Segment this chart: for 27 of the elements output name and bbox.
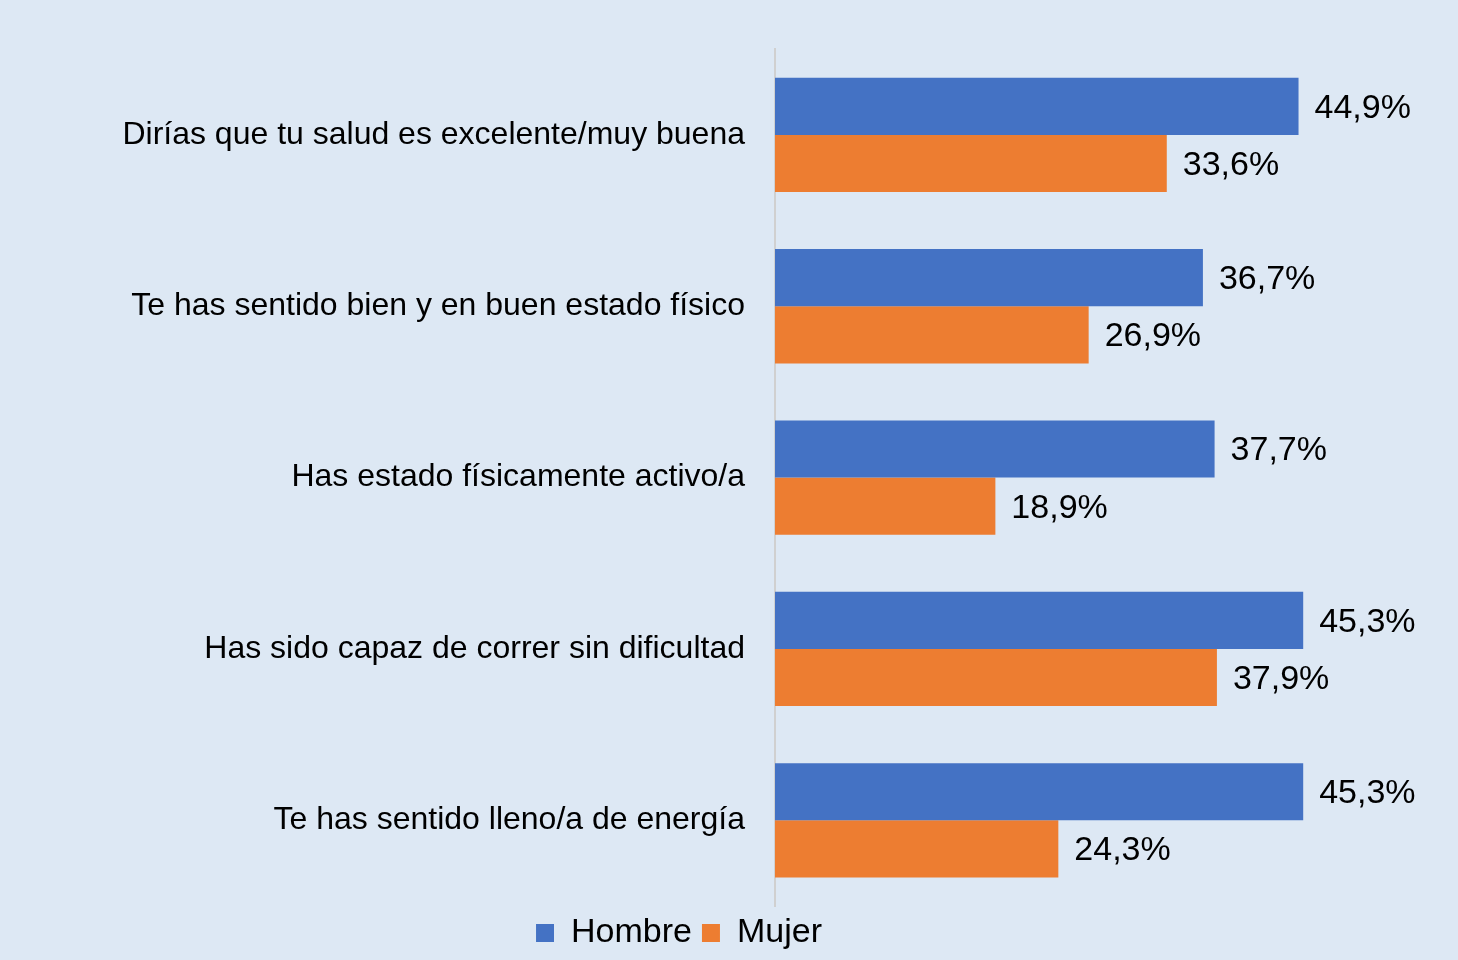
- data-label: 45,3%: [1319, 600, 1416, 639]
- data-label: 44,9%: [1314, 86, 1411, 125]
- data-label: 26,9%: [1104, 315, 1202, 354]
- data-label: 36,7%: [1218, 258, 1316, 297]
- data-label: 24,3%: [1074, 829, 1171, 868]
- bar: [775, 477, 996, 535]
- data-label: 37,7%: [1230, 429, 1327, 468]
- bar: [775, 77, 1299, 135]
- y-tick-label: Has estado físicamente activo/a: [291, 457, 746, 494]
- bar: [775, 249, 1203, 307]
- legend-label: Mujer: [736, 911, 822, 950]
- bar: [775, 820, 1059, 878]
- data-label: 18,9%: [1011, 486, 1108, 525]
- y-tick-label: Te has sentido bien y en buen estado físico: [131, 286, 745, 323]
- bar: [775, 134, 1167, 193]
- bar: [775, 648, 1217, 707]
- bar: [775, 763, 1304, 821]
- data-label: 33,6%: [1182, 143, 1280, 182]
- bar: [775, 306, 1089, 364]
- data-label: 45,3%: [1319, 772, 1416, 811]
- bar: [775, 420, 1215, 478]
- y-tick-label: Dirías que tu salud es excelente/muy buena: [122, 114, 746, 151]
- y-tick-label: Te has sentido lleno/a de energía: [273, 800, 746, 837]
- data-label: 37,9%: [1232, 657, 1330, 696]
- bar: [775, 591, 1304, 649]
- legend-label: Hombre: [571, 911, 692, 950]
- y-tick-label: Has sido capaz de correr sin dificultad: [204, 628, 745, 665]
